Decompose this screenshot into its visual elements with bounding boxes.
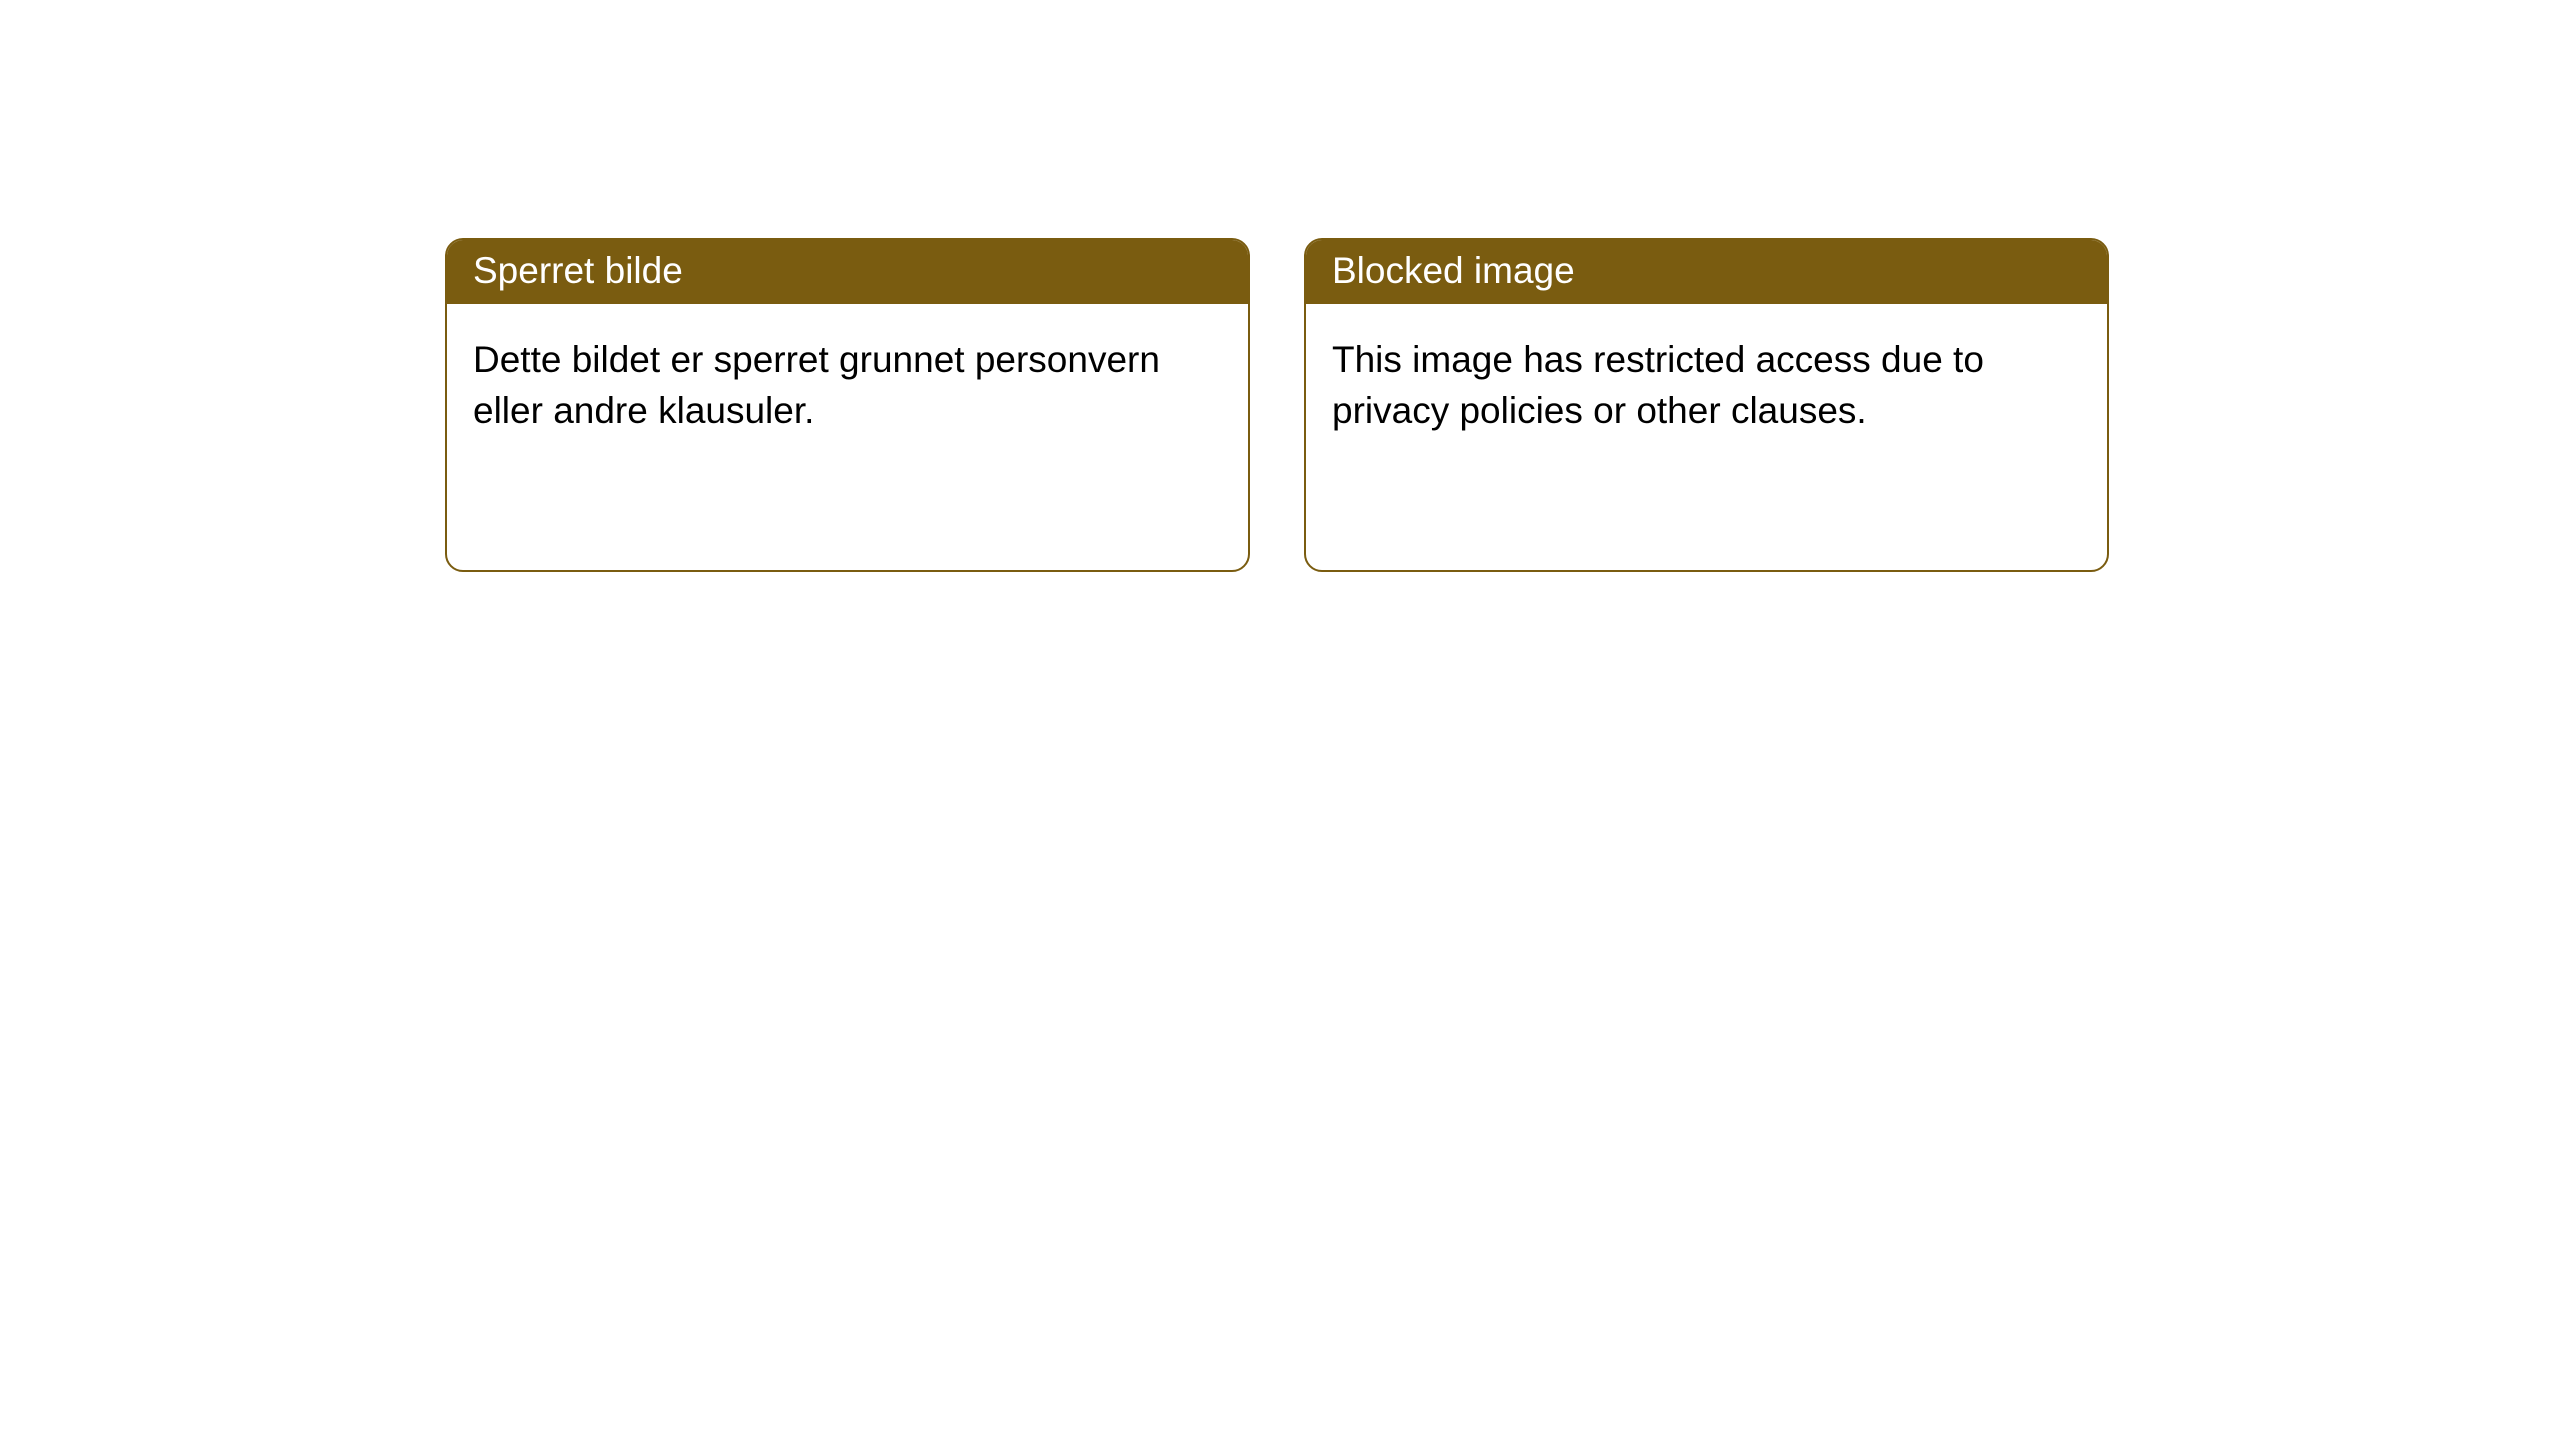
card-title: Sperret bilde <box>473 250 683 291</box>
blocked-image-card-en: Blocked image This image has restricted … <box>1304 238 2109 572</box>
cards-container: Sperret bilde Dette bildet er sperret gr… <box>0 0 2560 572</box>
blocked-image-card-no: Sperret bilde Dette bildet er sperret gr… <box>445 238 1250 572</box>
card-body: Dette bildet er sperret grunnet personve… <box>447 304 1248 466</box>
card-body-text: This image has restricted access due to … <box>1332 339 1984 431</box>
card-body-text: Dette bildet er sperret grunnet personve… <box>473 339 1160 431</box>
card-header: Blocked image <box>1306 240 2107 304</box>
card-title: Blocked image <box>1332 250 1575 291</box>
card-header: Sperret bilde <box>447 240 1248 304</box>
card-body: This image has restricted access due to … <box>1306 304 2107 466</box>
